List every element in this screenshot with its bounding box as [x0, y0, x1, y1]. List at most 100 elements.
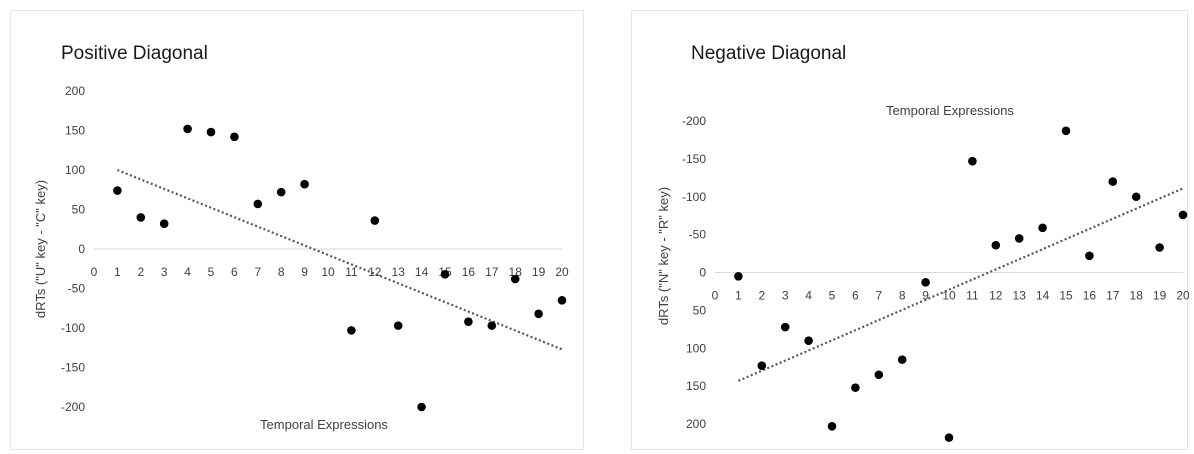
- x-tick-label: 14: [415, 265, 429, 279]
- y-tick-label: -150: [682, 152, 706, 166]
- y-tick-label: -100: [61, 321, 85, 335]
- y-tick-label: -200: [61, 400, 85, 414]
- x-tick-label: 20: [1176, 289, 1189, 303]
- y-tick-label: 200: [65, 84, 85, 98]
- x-axis-title: Temporal Expressions: [886, 103, 1014, 118]
- data-point: [874, 370, 884, 380]
- data-point: [159, 219, 169, 229]
- data-point: [804, 336, 813, 345]
- data-point: [757, 361, 767, 370]
- x-tick-label: 2: [758, 289, 765, 303]
- y-tick-label: -50: [689, 228, 707, 242]
- data-point: [534, 309, 543, 319]
- y-tick-label: 50: [72, 203, 86, 217]
- x-tick-label: 4: [184, 265, 191, 279]
- trendline: [116, 168, 563, 351]
- y-tick-label: -50: [68, 282, 86, 296]
- data-point: [136, 213, 146, 222]
- y-tick-label: 100: [686, 341, 706, 355]
- chart-title: Positive Diagonal: [61, 43, 208, 64]
- x-tick-label: 5: [829, 289, 836, 303]
- y-axis-title: dRTs ("U" key - "C" key): [33, 180, 48, 318]
- x-tick-label: 8: [278, 265, 285, 279]
- data-point: [347, 326, 356, 335]
- data-point: [1131, 192, 1141, 202]
- y-tick-label: -200: [682, 114, 706, 128]
- data-point: [734, 271, 743, 281]
- x-tick-label: 2: [137, 265, 144, 279]
- data-point: [944, 433, 954, 442]
- x-tick-label: 17: [1106, 289, 1120, 303]
- y-tick-label: 150: [686, 379, 706, 393]
- chart-title: Negative Diagonal: [691, 43, 846, 64]
- y-tick-label: -100: [682, 190, 706, 204]
- x-tick-label: 16: [1083, 289, 1097, 303]
- negative-diagonal-chart: Negative Diagonal Temporal Expressions d…: [656, 43, 1189, 442]
- x-tick-label: 12: [989, 289, 1003, 303]
- x-tick-label: 10: [321, 265, 335, 279]
- x-tick-label: 3: [782, 289, 789, 303]
- data-point: [1038, 223, 1047, 233]
- y-axis-title: dRTs ("N" key - "R" key): [656, 187, 671, 325]
- data-point: [991, 240, 1001, 250]
- x-axis-title: Temporal Expressions: [260, 417, 388, 432]
- y-tick-label: 150: [65, 124, 85, 138]
- x-tick-label: 9: [301, 265, 308, 279]
- data-point: [510, 274, 520, 284]
- x-tick-label: 5: [208, 265, 215, 279]
- x-tick-label: 19: [1153, 289, 1167, 303]
- chart-panel-negative: Negative Diagonal Temporal Expressions d…: [631, 10, 1189, 450]
- x-tick-label: 0: [712, 289, 719, 303]
- data-point: [1014, 234, 1024, 243]
- data-point: [393, 321, 403, 330]
- x-tick-label: 13: [392, 265, 406, 279]
- data-point: [1155, 243, 1164, 252]
- data-point: [897, 355, 907, 364]
- data-point: [417, 402, 426, 412]
- x-tick-label: 7: [254, 265, 261, 279]
- data-point: [1108, 177, 1118, 186]
- x-tick-label: 13: [1013, 289, 1027, 303]
- data-point: [183, 124, 192, 134]
- chart-panel-positive: Positive Diagonal Temporal Expressions d…: [10, 10, 584, 450]
- data-point: [1178, 210, 1188, 220]
- data-point: [206, 127, 216, 137]
- x-tick-label: 6: [231, 265, 238, 279]
- x-tick-label: 9: [922, 289, 929, 303]
- x-tick-label: 17: [485, 265, 499, 279]
- data-point: [921, 278, 930, 287]
- x-tick-label: 4: [805, 289, 812, 303]
- data-point: [557, 296, 567, 305]
- x-tick-label: 8: [899, 289, 906, 303]
- y-tick-label: 50: [693, 303, 707, 317]
- data-point: [827, 421, 837, 431]
- data-point: [487, 321, 497, 330]
- data-point: [780, 322, 790, 332]
- x-tick-label: 19: [532, 265, 546, 279]
- data-point: [440, 269, 450, 279]
- data-point: [464, 317, 473, 326]
- data-point: [113, 186, 122, 195]
- x-tick-label: 7: [875, 289, 882, 303]
- y-tick-label: 0: [699, 266, 706, 280]
- x-tick-label: 14: [1036, 289, 1050, 303]
- x-tick-label: 16: [462, 265, 476, 279]
- data-point: [276, 187, 286, 197]
- x-tick-label: 11: [966, 289, 979, 303]
- data-point: [1085, 251, 1094, 261]
- x-tick-label: 20: [555, 265, 569, 279]
- y-tick-label: 100: [65, 163, 85, 177]
- positive-diagonal-chart: Positive Diagonal Temporal Expressions d…: [33, 43, 569, 432]
- x-tick-label: 18: [1130, 289, 1144, 303]
- data-point: [370, 216, 380, 225]
- y-tick-label: 200: [686, 417, 706, 431]
- y-tick-label: -150: [61, 361, 85, 375]
- x-tick-label: 15: [1059, 289, 1073, 303]
- data-point: [230, 132, 239, 142]
- x-tick-label: 3: [161, 265, 168, 279]
- x-tick-label: 10: [942, 289, 956, 303]
- trendline: [737, 187, 1184, 382]
- y-tick-label: 0: [78, 242, 85, 256]
- x-tick-label: 1: [735, 289, 742, 303]
- x-tick-label: 6: [852, 289, 859, 303]
